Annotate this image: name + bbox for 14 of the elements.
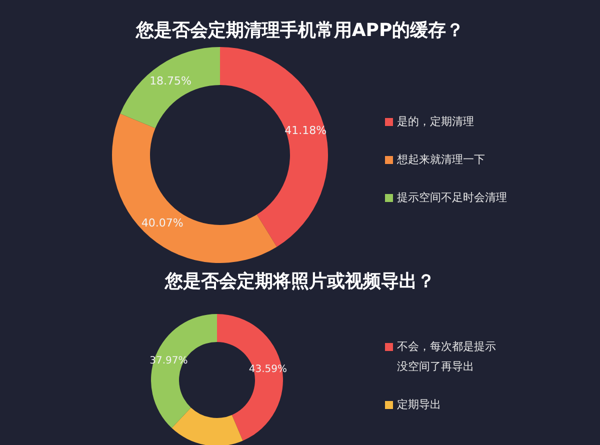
legend-label: 是的，定期清理 — [397, 114, 474, 130]
chart-title: 您是否会定期将照片或视频导出？ — [165, 271, 435, 292]
legend-label: 不会，每次都是提示没空间了再导出 — [397, 339, 497, 375]
legend-label: 定期导出 — [397, 397, 441, 413]
legend-label: 想起来就清理一下 — [397, 152, 485, 168]
donut-slice — [151, 314, 217, 428]
donut-slice — [220, 47, 328, 247]
data-label: 40.07% — [141, 216, 184, 230]
data-label: 18.75% — [150, 74, 192, 88]
donut-slice — [112, 114, 277, 263]
legend-label: 提示空间不足时会清理 — [397, 190, 507, 206]
chart-title: 您是否会定期清理手机常用APP的缓存？ — [136, 20, 464, 41]
donut-slice — [120, 47, 220, 128]
donut-slice — [172, 408, 243, 445]
